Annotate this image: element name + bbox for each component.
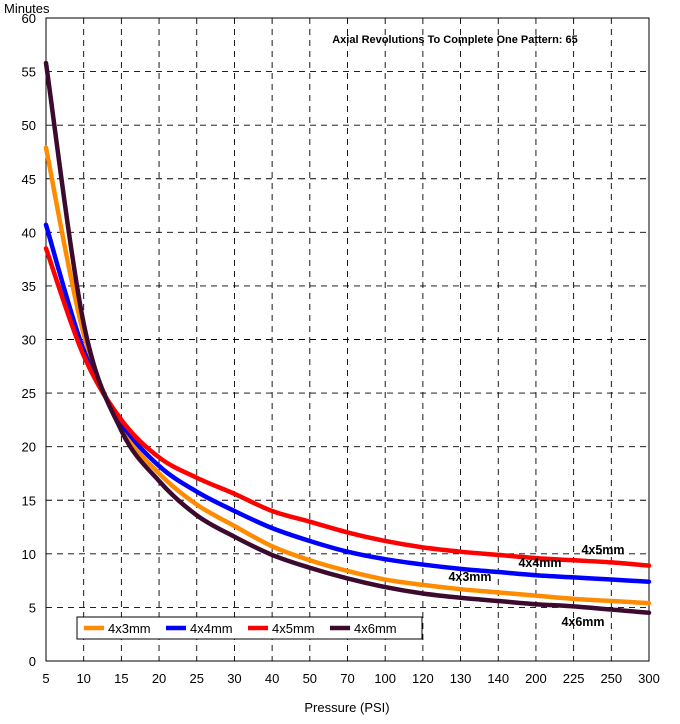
legend: 4x3mm 4x4mm 4x5mm 4x6mm xyxy=(76,616,423,640)
x-tick-label: 140 xyxy=(487,671,509,686)
y-tick-label: 40 xyxy=(22,225,36,240)
series-end-label: 4x4mm xyxy=(518,556,561,570)
series-end-label: 4x3mm xyxy=(448,570,491,584)
y-tick-label: 5 xyxy=(29,600,36,615)
legend-label: 4x5mm xyxy=(272,621,315,636)
x-tick-label: 120 xyxy=(412,671,434,686)
series-line-4x4mm xyxy=(43,222,652,584)
x-axis-label: Pressure (PSI) xyxy=(304,700,389,715)
x-tick-label: 225 xyxy=(563,671,585,686)
chart-title: Axial Revolutions To Complete One Patter… xyxy=(332,34,578,46)
series-lines xyxy=(43,60,652,616)
series-end-label: 4x6mm xyxy=(561,615,604,629)
grid xyxy=(46,18,649,661)
y-tick-label: 0 xyxy=(29,654,36,669)
legend-label: 4x6mm xyxy=(354,621,397,636)
y-tick-label: 55 xyxy=(22,65,36,80)
x-tick-label: 40 xyxy=(265,671,279,686)
x-tick-label: 100 xyxy=(374,671,396,686)
y-axis-label: Minutes xyxy=(4,1,50,16)
series-line-4x6mm xyxy=(43,60,652,616)
x-tick-label: 25 xyxy=(190,671,204,686)
y-axis: 0 5 10 15 20 25 30 35 40 45 50 55 60 xyxy=(22,11,36,669)
x-tick-label: 50 xyxy=(303,671,317,686)
y-tick-label: 20 xyxy=(22,440,36,455)
series-end-labels: 4x3mm 4x4mm 4x5mm 4x6mm xyxy=(448,543,624,629)
y-tick-label: 25 xyxy=(22,386,36,401)
series-line-4x5mm xyxy=(43,246,652,568)
x-tick-label: 15 xyxy=(114,671,128,686)
x-tick-label: 20 xyxy=(152,671,166,686)
y-tick-label: 60 xyxy=(22,11,36,26)
legend-label: 4x4mm xyxy=(190,621,233,636)
x-tick-label: 300 xyxy=(638,671,660,686)
legend-label: 4x3mm xyxy=(108,621,151,636)
x-tick-label: 30 xyxy=(227,671,241,686)
x-tick-label: 200 xyxy=(525,671,547,686)
y-tick-label: 30 xyxy=(22,333,36,348)
y-tick-label: 35 xyxy=(22,279,36,294)
y-tick-label: 45 xyxy=(22,172,36,187)
y-tick-label: 50 xyxy=(22,118,36,133)
x-axis: 5 10 15 20 25 30 40 50 70 100 120 130 140 200 225 250 30… xyxy=(42,671,659,686)
y-tick-label: 10 xyxy=(22,547,36,562)
y-tick-label: 15 xyxy=(22,493,36,508)
x-tick-label: 5 xyxy=(42,671,49,686)
x-tick-label: 250 xyxy=(600,671,622,686)
series-end-label: 4x5mm xyxy=(581,543,624,557)
plot-area-border xyxy=(45,17,650,662)
x-tick-label: 10 xyxy=(76,671,90,686)
x-tick-label: 130 xyxy=(450,671,472,686)
x-tick-label: 70 xyxy=(340,671,354,686)
